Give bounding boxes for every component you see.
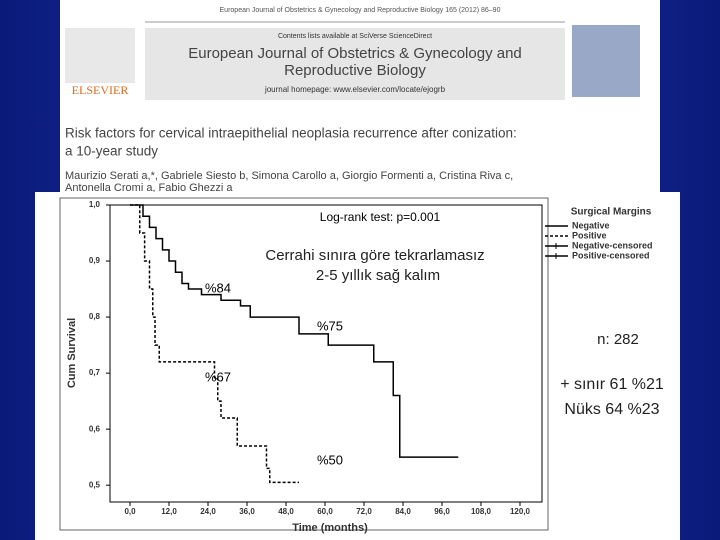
y-tick-label: 0,7 [89, 368, 101, 377]
y-tick-label: 1,0 [89, 200, 101, 209]
note: + sınır 61 %21 [560, 376, 664, 393]
survival-curve [130, 204, 299, 484]
note: Nüks 64 %23 [564, 401, 659, 418]
homepage: journal homepage: www.elsevier.com/locat… [264, 85, 446, 94]
chart-frame [59, 197, 549, 531]
cover [572, 25, 640, 97]
x-tick-label: 48,0 [278, 507, 294, 516]
x-axis-label: Time (months) [292, 522, 368, 534]
contents: Contents lists available at SciVerse Sci… [278, 33, 432, 40]
x-tick-label: 120,0 [510, 507, 531, 516]
legend-label: Positive [572, 230, 607, 240]
chart-title: Log-rank test: p=0.001 [320, 210, 441, 224]
annotation: %84 [205, 280, 231, 295]
y-tick-label: 0,9 [89, 256, 101, 265]
x-tick-label: 60,0 [317, 507, 333, 516]
legend-label: Negative [572, 220, 610, 230]
annotation: %75 [317, 318, 343, 333]
note: n: 282 [597, 331, 639, 348]
logo [65, 28, 135, 83]
x-tick-label: 0,0 [124, 507, 136, 516]
legend-title: Surgical Margins [571, 207, 652, 218]
legend-label: Positive-censored [572, 250, 650, 260]
authors: Maurizio Serati a,*, Gabriele Siesto b, … [65, 170, 513, 182]
y-axis-label: Cum Survival [66, 318, 78, 388]
annotation: %67 [205, 369, 231, 384]
x-tick-label: 72,0 [356, 507, 372, 516]
journal-name: Reproductive Biology [284, 62, 426, 79]
journal-band [145, 28, 565, 100]
annotation: %50 [317, 452, 343, 467]
annotation: 2-5 yıllık sağ kalım [316, 267, 440, 284]
publisher: ELSEVIER [72, 83, 129, 97]
x-tick-label: 96,0 [434, 507, 450, 516]
survival-curve [130, 204, 459, 458]
chart-panel [35, 192, 680, 540]
article-title: Risk factors for cervical intraepithelia… [65, 126, 517, 141]
x-tick-label: 84,0 [395, 507, 411, 516]
legend-label: Negative-censored [572, 240, 653, 250]
citation: European Journal of Obstetrics & Gynecol… [220, 7, 501, 14]
authors: Antonella Cromi a, Fabio Ghezzi a [65, 182, 233, 194]
x-tick-label: 108,0 [471, 507, 492, 516]
journal-name: European Journal of Obstetrics & Gynecol… [188, 45, 522, 62]
x-tick-label: 24,0 [200, 507, 216, 516]
article-title: a 10-year study [65, 144, 158, 159]
y-tick-label: 0,6 [89, 424, 101, 433]
annotation: Cerrahi sınıra göre tekrarlamasız [265, 247, 484, 264]
plot-area [109, 204, 543, 503]
y-tick-label: 0,8 [89, 312, 101, 321]
y-tick-label: 0,5 [89, 480, 101, 489]
x-tick-label: 36,0 [239, 507, 255, 516]
x-tick-label: 12,0 [161, 507, 177, 516]
